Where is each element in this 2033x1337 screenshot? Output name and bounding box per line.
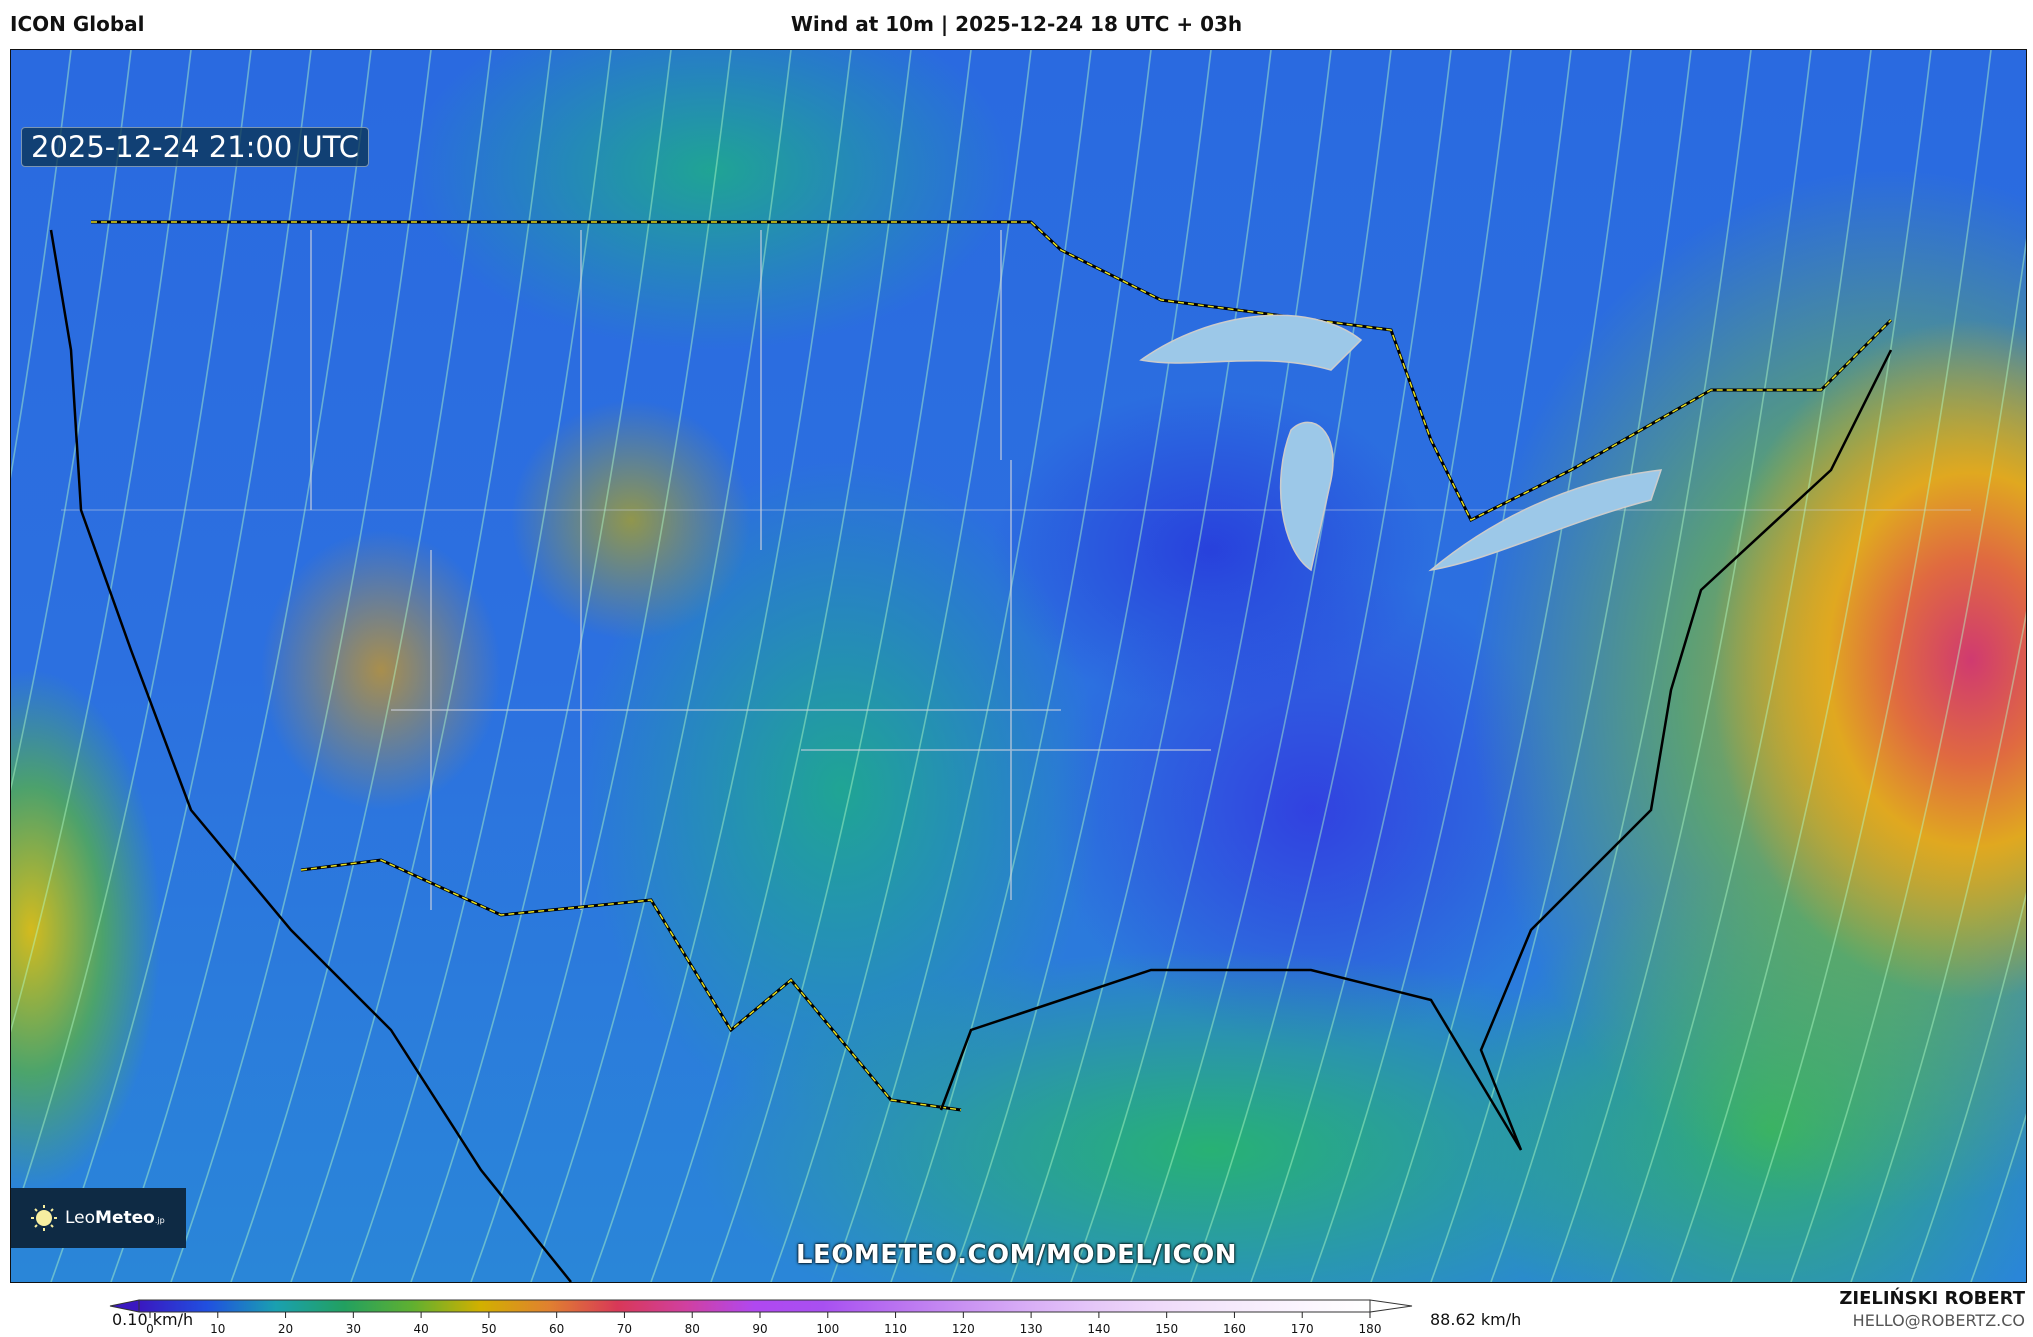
streamline <box>11 50 72 480</box>
colorbar-tick-label: 80 <box>684 1322 700 1336</box>
streamline <box>530 50 792 1282</box>
colorbar-tick-label: 70 <box>616 1322 633 1336</box>
streamline <box>710 50 972 1282</box>
streamline <box>11 50 132 792</box>
west-coastline <box>49 229 572 1282</box>
streamline <box>890 50 1152 1282</box>
author-email[interactable]: HELLO@ROBERTZ.CO <box>1852 1311 2025 1330</box>
wind-map[interactable]: 2025-12-24 21:00 UTC LeoMeteo.jp <box>10 49 2027 1283</box>
streamline <box>770 50 1032 1282</box>
streamline <box>230 50 492 1282</box>
state-borders <box>61 230 1971 910</box>
streamline <box>1610 50 1872 1282</box>
colorbar-tick-label: 100 <box>816 1322 840 1336</box>
streamline <box>350 50 612 1282</box>
streamline <box>950 50 1212 1282</box>
streamline <box>11 50 192 1033</box>
colorbar-tick-label: 170 <box>1290 1322 1314 1336</box>
author-credit: ZIELIŃSKI ROBERT <box>1839 1288 2025 1309</box>
streamline <box>1430 50 1692 1282</box>
colorbar-tick-label: 140 <box>1087 1322 1111 1336</box>
streamline <box>110 50 372 1282</box>
mexico-border <box>300 858 962 1112</box>
streamline <box>1010 50 1272 1282</box>
colorbar-tick-label: 90 <box>752 1322 768 1336</box>
streamline <box>590 50 852 1282</box>
source-watermark: LEOMETEO.COM/MODEL/ICON <box>795 1240 1238 1270</box>
streamline <box>1850 610 2026 1282</box>
colorbar-min-label: 0.10 km/h <box>112 1310 194 1329</box>
colorbar-tick-label: 40 <box>413 1322 429 1336</box>
colorbar-tick-label: 160 <box>1222 1322 1246 1336</box>
colorbar-tick-label: 120 <box>951 1322 975 1336</box>
colorbar-tick-label: 130 <box>1019 1322 1043 1336</box>
sun-icon <box>31 1205 57 1231</box>
colorbar-max-label: 88.62 km/h <box>1430 1310 1522 1329</box>
colorbar <box>109 1299 1413 1318</box>
streamline <box>11 50 252 1228</box>
great-lakes <box>1139 314 1663 572</box>
chart-title: Wind at 10m | 2025-12-24 18 UTC + 03h <box>790 12 1243 36</box>
streamline <box>1370 50 1632 1282</box>
streamline <box>830 50 1092 1282</box>
streamline <box>1910 892 2026 1282</box>
streamline <box>1670 50 1932 1282</box>
colorbar-tick-label: 10 <box>210 1322 226 1336</box>
streamline <box>410 50 672 1282</box>
colorbar-tick-label: 60 <box>549 1322 565 1336</box>
colorbar-max-extend <box>1369 1299 1413 1313</box>
colorbar-tick-label: 180 <box>1358 1322 1382 1336</box>
streamline <box>650 50 912 1282</box>
streamline <box>1250 50 1512 1282</box>
streamline <box>470 50 732 1282</box>
colorbar-tick-label: 50 <box>481 1322 497 1336</box>
colorbar-tick-label: 150 <box>1155 1322 1179 1336</box>
colorbar-tick-label: 20 <box>277 1322 294 1336</box>
colorbar-tick-label: 0 <box>146 1322 154 1336</box>
streamline <box>1310 50 1572 1282</box>
streamline <box>1730 50 1992 1282</box>
colorbar-bar <box>138 1299 1371 1313</box>
colorbar-tick-label: 110 <box>884 1322 907 1336</box>
streamline <box>1490 50 1752 1282</box>
streamline <box>1070 50 1332 1282</box>
leometeo-logo[interactable]: LeoMeteo.jp <box>11 1188 186 1248</box>
streamline <box>1190 50 1452 1282</box>
streamline <box>1130 50 1392 1282</box>
streamline <box>170 50 432 1282</box>
logo-text: LeoMeteo.jp <box>65 1208 165 1228</box>
colorbar-tick-label: 30 <box>345 1322 361 1336</box>
streamline <box>1970 1113 2026 1282</box>
map-overlay <box>11 50 2026 1282</box>
east-coastline <box>939 349 1893 1151</box>
wind-streamlines <box>11 50 2026 1282</box>
canada-border <box>91 220 1893 523</box>
streamline <box>1550 50 1812 1282</box>
streamline <box>50 50 312 1282</box>
streamline <box>290 50 552 1282</box>
streamline <box>1790 237 2026 1282</box>
model-name: ICON Global <box>10 12 145 36</box>
valid-time-label: 2025-12-24 21:00 UTC <box>21 127 370 167</box>
